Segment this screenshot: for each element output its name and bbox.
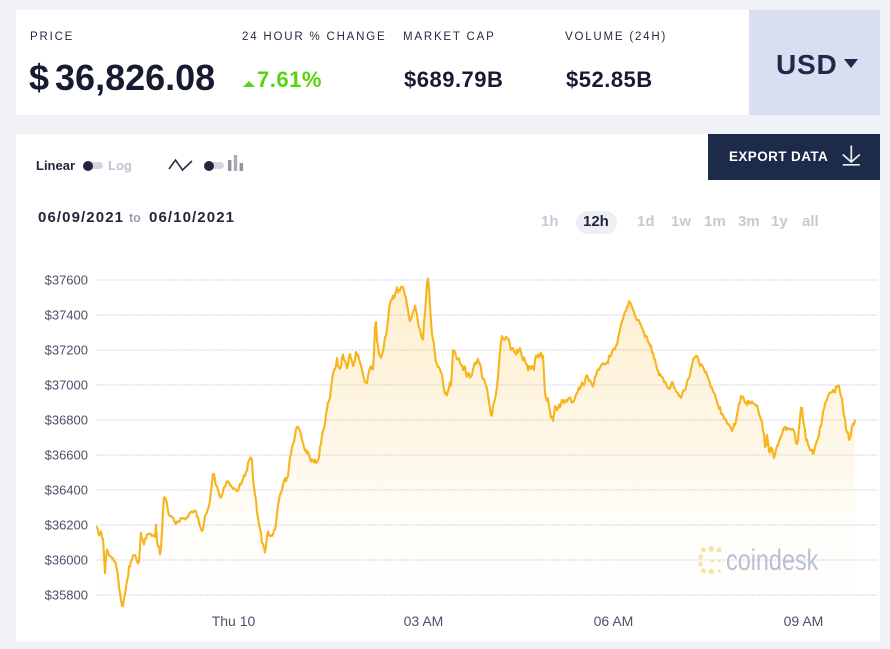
svg-text:$37200: $37200 — [45, 343, 88, 358]
svg-text:$36600: $36600 — [45, 448, 88, 463]
svg-text:$37600: $37600 — [45, 273, 88, 288]
svg-text:03 AM: 03 AM — [404, 613, 444, 629]
svg-text:$36800: $36800 — [45, 413, 88, 428]
svg-text:$36200: $36200 — [45, 518, 88, 533]
svg-text:$37400: $37400 — [45, 308, 88, 323]
svg-text:09 AM: 09 AM — [784, 613, 824, 629]
svg-text:Thu 10: Thu 10 — [212, 613, 256, 629]
svg-text:$37000: $37000 — [45, 378, 88, 393]
svg-text:$35800: $35800 — [45, 588, 88, 603]
svg-text:$36400: $36400 — [45, 483, 88, 498]
svg-text:$36000: $36000 — [45, 553, 88, 568]
svg-text:06 AM: 06 AM — [594, 613, 634, 629]
